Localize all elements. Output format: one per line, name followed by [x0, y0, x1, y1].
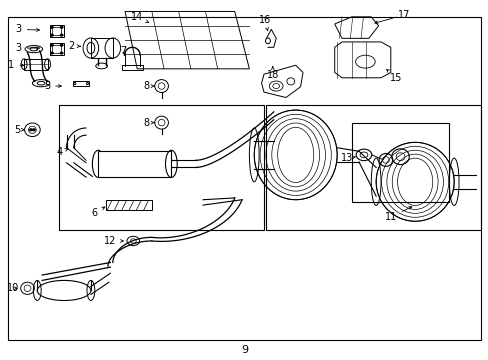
Bar	[52, 27, 61, 35]
Text: 3: 3	[16, 43, 40, 53]
Text: 11: 11	[384, 207, 411, 222]
Bar	[122, 65, 143, 69]
Text: 10: 10	[7, 283, 19, 293]
Text: 5: 5	[44, 81, 61, 91]
Bar	[351, 123, 448, 202]
Ellipse shape	[60, 34, 63, 36]
Text: 2: 2	[68, 41, 80, 51]
Bar	[50, 26, 63, 37]
Ellipse shape	[60, 52, 63, 54]
Text: 1: 1	[8, 60, 24, 70]
Text: 8: 8	[142, 81, 154, 91]
Text: 8: 8	[142, 118, 154, 128]
Text: 17: 17	[374, 10, 410, 24]
Text: 12: 12	[104, 236, 123, 246]
Bar	[105, 201, 152, 211]
Ellipse shape	[50, 26, 53, 28]
Bar	[98, 150, 171, 177]
Text: 6: 6	[92, 207, 104, 218]
Ellipse shape	[37, 280, 91, 301]
Ellipse shape	[50, 44, 53, 46]
Bar	[91, 39, 113, 58]
Ellipse shape	[32, 129, 35, 131]
Ellipse shape	[29, 129, 32, 131]
Text: 3: 3	[16, 24, 40, 35]
Ellipse shape	[50, 34, 53, 36]
Text: 14: 14	[131, 12, 148, 23]
Text: 15: 15	[386, 69, 402, 83]
Text: 16: 16	[258, 15, 270, 31]
Text: 7: 7	[120, 46, 126, 56]
Ellipse shape	[60, 26, 63, 28]
Bar	[50, 43, 63, 55]
Text: 4: 4	[56, 147, 68, 157]
Text: 13: 13	[340, 153, 355, 163]
Ellipse shape	[60, 44, 63, 46]
Bar	[24, 59, 47, 69]
Bar	[266, 105, 480, 230]
Text: 9: 9	[241, 345, 247, 355]
Text: 5: 5	[15, 125, 24, 135]
Ellipse shape	[50, 52, 53, 54]
Bar	[52, 45, 61, 53]
Text: 18: 18	[266, 67, 278, 80]
Bar	[73, 81, 89, 86]
Bar	[59, 105, 264, 230]
